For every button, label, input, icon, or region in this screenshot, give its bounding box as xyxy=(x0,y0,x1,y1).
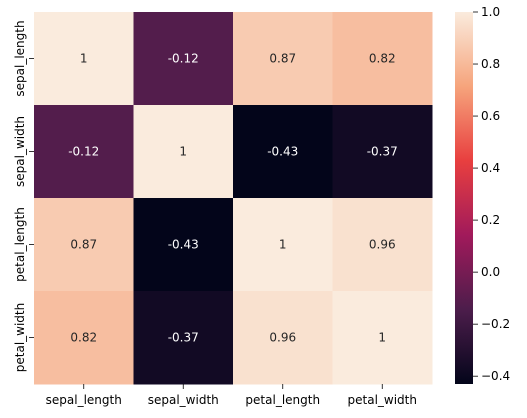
cell-value-label: -0.12 xyxy=(168,52,199,66)
y-tick-label: sepal_length xyxy=(13,20,27,96)
cell-value-label: 0.82 xyxy=(70,331,97,345)
cell-value-label: 1 xyxy=(179,145,187,159)
cell-value-label: -0.37 xyxy=(367,145,398,159)
heatmap-cell-labels: 1 -0.12 0.87 0.82 -0.12 1 -0.43 -0.37 0.87 -0.43 1… xyxy=(68,52,398,345)
heatmap-cell xyxy=(233,291,333,385)
colorbar-tick-label: 1.0 xyxy=(481,5,500,19)
heatmap-cell xyxy=(233,198,333,292)
heatmap-cell xyxy=(332,291,433,385)
heatmap-cell xyxy=(133,291,234,385)
cell-value-label: 0.82 xyxy=(369,52,396,66)
colorbar: −0.4 −0.2 0.0 0.2 0.4 0.6 0.8 1.0 xyxy=(455,5,510,384)
x-tick-label: petal_length xyxy=(245,393,320,407)
heatmap-cell xyxy=(133,198,234,292)
x-tick-label: petal_width xyxy=(348,393,417,407)
y-tick-label: sepal_width xyxy=(13,116,27,187)
heatmap-cell xyxy=(332,198,433,292)
cell-value-label: -0.43 xyxy=(267,145,298,159)
heatmap-cell xyxy=(34,12,134,106)
x-axis: sepal_length sepal_width petal_length petal… xyxy=(46,384,417,407)
colorbar-tick-label: −0.4 xyxy=(481,369,510,383)
heatmap-cell xyxy=(133,105,234,199)
heatmap-cell xyxy=(133,12,234,106)
cell-value-label: -0.12 xyxy=(68,145,99,159)
colorbar-tick-label: 0.2 xyxy=(481,213,500,227)
heatmap-cell xyxy=(34,198,134,292)
colorbar-tick-label: 0.8 xyxy=(481,57,500,71)
cell-value-label: 0.96 xyxy=(269,331,296,345)
y-tick-label: petal_length xyxy=(13,207,27,282)
heatmap-cell xyxy=(233,12,333,106)
cell-value-label: 0.87 xyxy=(70,238,97,252)
heatmap-cell xyxy=(332,105,433,199)
cell-value-label: 1 xyxy=(378,331,386,345)
cell-value-label: -0.37 xyxy=(168,331,199,345)
cell-value-label: 1 xyxy=(279,238,287,252)
cell-value-label: -0.43 xyxy=(168,238,199,252)
heatmap-cells xyxy=(34,12,433,385)
x-tick-label: sepal_width xyxy=(148,393,219,407)
colorbar-tick-label: 0.0 xyxy=(481,265,500,279)
heatmap-cell xyxy=(34,105,134,199)
colorbar-tick-label: 0.4 xyxy=(481,161,500,175)
cell-value-label: 0.96 xyxy=(369,238,396,252)
colorbar-tick-label: −0.2 xyxy=(481,317,510,331)
cell-value-label: 1 xyxy=(80,52,88,66)
heatmap-cell xyxy=(34,291,134,385)
heatmap-cell xyxy=(332,12,433,106)
y-tick-label: petal_width xyxy=(13,303,27,372)
x-tick-label: sepal_length xyxy=(46,393,122,407)
colorbar-gradient xyxy=(455,12,473,384)
colorbar-tick-label: 0.6 xyxy=(481,109,500,123)
y-axis: sepal_length sepal_width petal_lengthpetal… xyxy=(13,20,34,372)
heatmap-cell xyxy=(233,105,333,199)
cell-value-label: 0.87 xyxy=(269,52,296,66)
